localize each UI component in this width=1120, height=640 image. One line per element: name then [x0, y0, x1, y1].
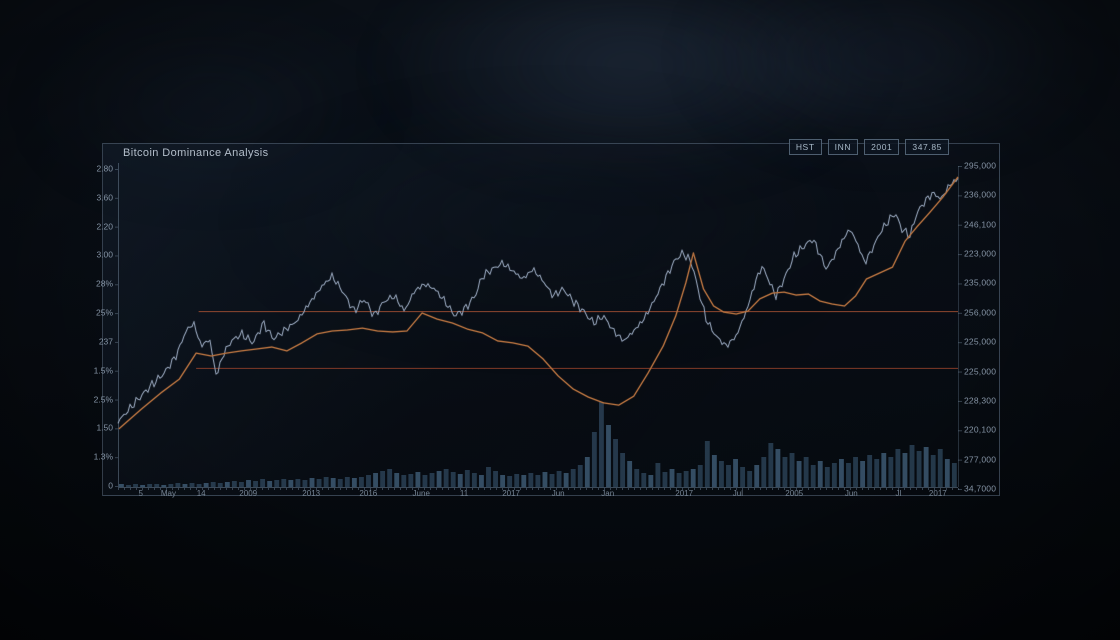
x-axis-tick: 2017: [928, 489, 947, 498]
x-axis-tick: 2009: [239, 489, 258, 498]
x-axis-tick: Jun: [551, 489, 565, 498]
right-axis-tick: 220,100: [964, 424, 997, 435]
left-axis-tick: 28%: [95, 278, 113, 289]
panel-title: Bitcoin Dominance Analysis: [123, 147, 269, 159]
info-badge[interactable]: 347.85: [905, 139, 949, 155]
left-axis-tick: 0: [108, 480, 113, 491]
x-axis-tick: Jl: [895, 489, 902, 498]
left-axis-tick: 1.3%: [93, 451, 113, 462]
right-axis-tick: 225,000: [964, 336, 997, 347]
x-axis-tick: 2013: [302, 489, 321, 498]
right-axis-tick: 246,100: [964, 219, 997, 230]
x-axis-tick: Jul: [732, 489, 744, 498]
x-axis-tick: 11: [459, 489, 469, 498]
info-badges: HST INN 2001 347.85: [788, 139, 949, 155]
info-badge[interactable]: 2001: [864, 139, 900, 155]
right-axis-tick: 235,000: [964, 277, 997, 288]
x-axis-tick: 2017: [502, 489, 521, 498]
right-axis-tick: 228,300: [964, 395, 997, 406]
x-axis-tick: 5: [138, 489, 143, 498]
x-axis-tick: Jan: [601, 489, 615, 498]
x-axis-tick: Jun: [844, 489, 858, 498]
right-axis-tick: 277,000: [964, 454, 997, 465]
left-axis-tick: 1.50: [96, 422, 113, 433]
right-axis-tick: 223,000: [964, 248, 997, 259]
dominance-chart-canvas[interactable]: [103, 144, 1001, 497]
right-axis-tick: 295,000: [964, 160, 997, 171]
x-axis-tick: 2005: [785, 489, 804, 498]
x-axis-tick: June: [412, 489, 430, 498]
right-axis-tick: 236,000: [964, 189, 997, 200]
right-axis-tick: 256,000: [964, 307, 997, 318]
x-axis-tick: 2016: [359, 489, 378, 498]
left-axis-tick: 2.5%: [93, 394, 113, 405]
left-axis-tick: 25%: [95, 307, 113, 318]
right-axis-tick: 34,7000: [964, 483, 997, 494]
info-badge[interactable]: HST: [788, 139, 822, 155]
left-axis-tick: 2.80: [96, 163, 113, 174]
x-axis-tick: 14: [196, 489, 206, 498]
left-axis-tick: 3.00: [96, 249, 113, 260]
dominance-chart-panel: Bitcoin Dominance Analysis HST INN 2001 347…: [94, 139, 1001, 498]
right-axis-tick: 225,000: [964, 366, 997, 377]
left-axis-tick: 237: [98, 336, 113, 347]
left-axis-tick: 3.60: [96, 192, 113, 203]
x-axis-tick: 2017: [675, 489, 694, 498]
left-axis-tick: 2.20: [96, 221, 113, 232]
info-badge[interactable]: INN: [827, 139, 859, 155]
x-axis-tick: May: [160, 489, 176, 498]
left-axis-tick: 1.5%: [93, 365, 113, 376]
